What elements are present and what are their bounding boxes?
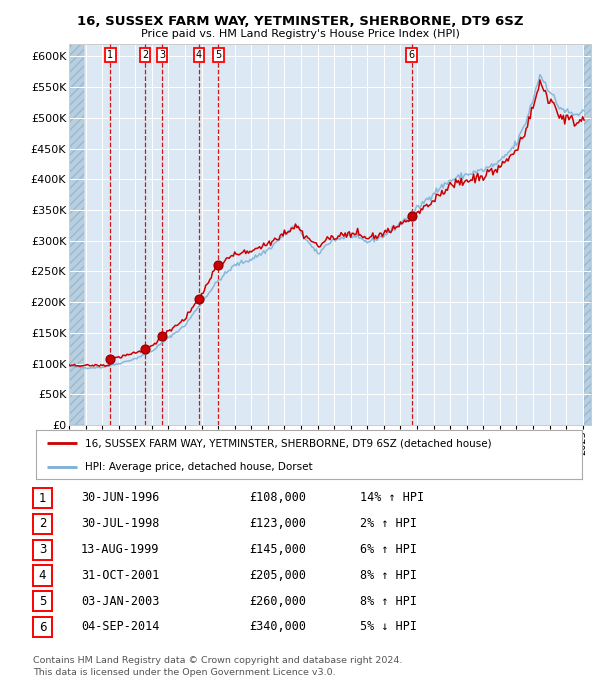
Text: 30-JUL-1998: 30-JUL-1998 bbox=[81, 517, 160, 530]
Text: 3: 3 bbox=[39, 543, 46, 556]
Text: £108,000: £108,000 bbox=[249, 491, 306, 505]
Text: 4: 4 bbox=[39, 569, 46, 582]
Text: 14% ↑ HPI: 14% ↑ HPI bbox=[360, 491, 424, 505]
Text: 31-OCT-2001: 31-OCT-2001 bbox=[81, 568, 160, 582]
Text: HPI: Average price, detached house, Dorset: HPI: Average price, detached house, Dors… bbox=[85, 462, 313, 472]
Text: £145,000: £145,000 bbox=[249, 543, 306, 556]
Text: £123,000: £123,000 bbox=[249, 517, 306, 530]
Text: 8% ↑ HPI: 8% ↑ HPI bbox=[360, 568, 417, 582]
Text: 13-AUG-1999: 13-AUG-1999 bbox=[81, 543, 160, 556]
Text: 16, SUSSEX FARM WAY, YETMINSTER, SHERBORNE, DT9 6SZ (detached house): 16, SUSSEX FARM WAY, YETMINSTER, SHERBOR… bbox=[85, 438, 492, 448]
Text: 1: 1 bbox=[107, 50, 113, 60]
Text: Price paid vs. HM Land Registry's House Price Index (HPI): Price paid vs. HM Land Registry's House … bbox=[140, 29, 460, 39]
Bar bbox=[69, 44, 84, 425]
Text: 16, SUSSEX FARM WAY, YETMINSTER, SHERBORNE, DT9 6SZ: 16, SUSSEX FARM WAY, YETMINSTER, SHERBOR… bbox=[77, 15, 523, 28]
Text: 6% ↑ HPI: 6% ↑ HPI bbox=[360, 543, 417, 556]
Text: 2% ↑ HPI: 2% ↑ HPI bbox=[360, 517, 417, 530]
Text: 03-JAN-2003: 03-JAN-2003 bbox=[81, 594, 160, 608]
Text: 2: 2 bbox=[142, 50, 148, 60]
Text: £260,000: £260,000 bbox=[249, 594, 306, 608]
Text: Contains HM Land Registry data © Crown copyright and database right 2024.: Contains HM Land Registry data © Crown c… bbox=[33, 656, 403, 665]
Text: 8% ↑ HPI: 8% ↑ HPI bbox=[360, 594, 417, 608]
Text: £205,000: £205,000 bbox=[249, 568, 306, 582]
Text: 6: 6 bbox=[409, 50, 415, 60]
Text: 4: 4 bbox=[196, 50, 202, 60]
Text: This data is licensed under the Open Government Licence v3.0.: This data is licensed under the Open Gov… bbox=[33, 668, 335, 677]
Bar bbox=[584, 44, 591, 425]
Text: 04-SEP-2014: 04-SEP-2014 bbox=[81, 620, 160, 634]
Text: 5: 5 bbox=[39, 595, 46, 608]
Text: 1: 1 bbox=[39, 492, 46, 505]
Text: 6: 6 bbox=[39, 621, 46, 634]
Text: 2: 2 bbox=[39, 517, 46, 530]
Text: 3: 3 bbox=[159, 50, 165, 60]
Text: 5% ↓ HPI: 5% ↓ HPI bbox=[360, 620, 417, 634]
Text: £340,000: £340,000 bbox=[249, 620, 306, 634]
Text: 30-JUN-1996: 30-JUN-1996 bbox=[81, 491, 160, 505]
Text: 5: 5 bbox=[215, 50, 221, 60]
